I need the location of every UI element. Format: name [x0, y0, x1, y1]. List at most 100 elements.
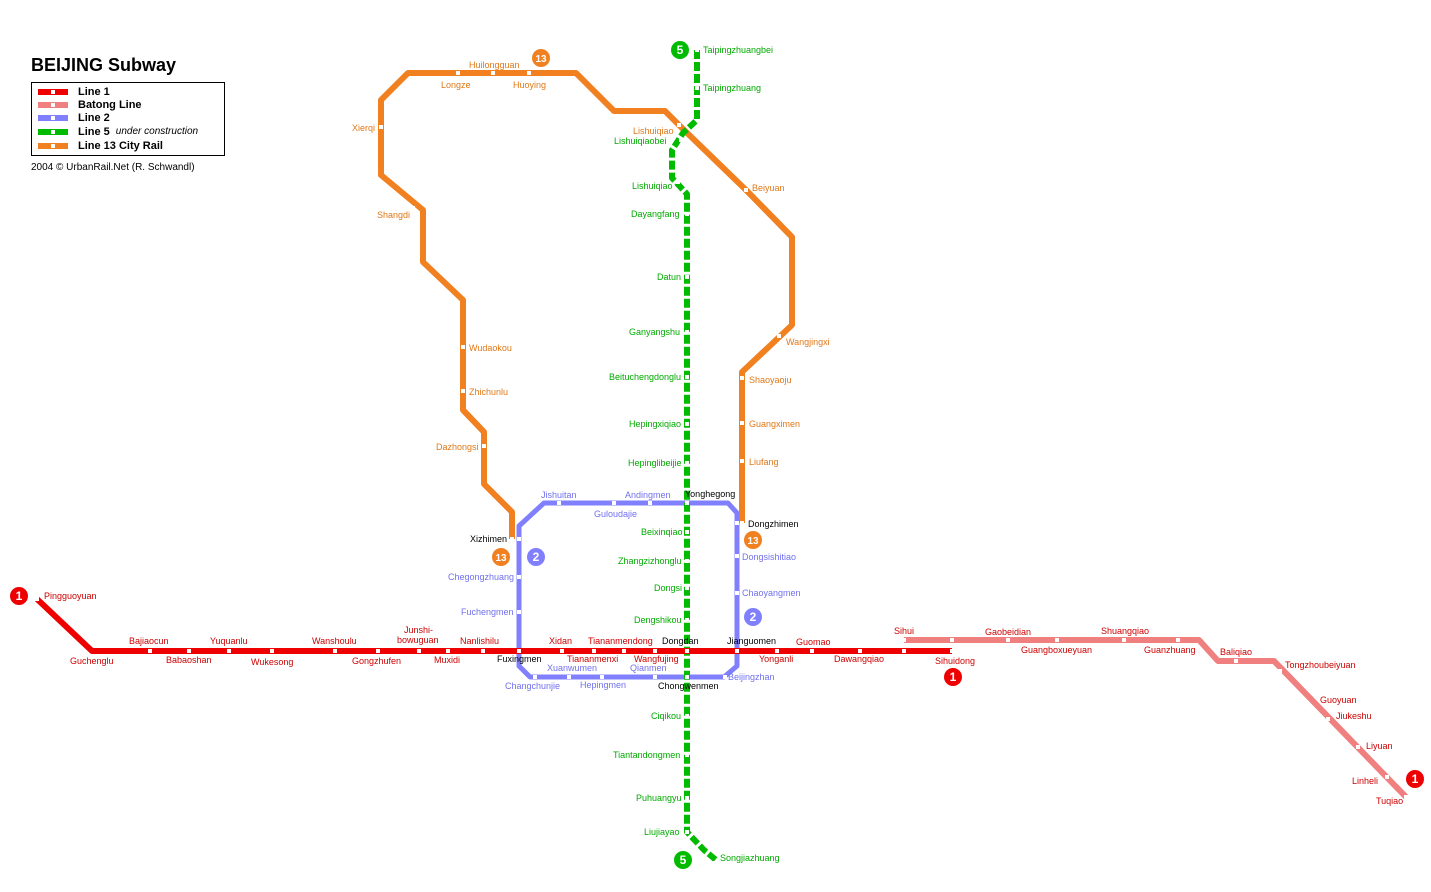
station-label: Shangdi	[377, 210, 410, 220]
station-marker	[685, 375, 689, 379]
station-marker	[777, 334, 781, 338]
station-marker	[685, 422, 689, 426]
station-marker	[533, 675, 537, 679]
station-marker	[1326, 717, 1330, 721]
station-marker	[685, 330, 689, 334]
station-label: Ciqikou	[651, 711, 681, 721]
station-label: Junshi-	[404, 625, 433, 635]
batong-labels: Sihui Gaobeidian Guangboxueyuan Shuangqi…	[894, 626, 1403, 806]
station-marker	[735, 554, 739, 558]
station-label: Lishuiqiaobei	[614, 136, 667, 146]
station-marker	[858, 649, 862, 653]
station-label: Tiananmendong	[588, 636, 653, 646]
legend-label: Line 1	[78, 85, 110, 98]
station-marker	[510, 537, 514, 541]
station-marker	[517, 649, 521, 653]
line13-badge-label: 13	[535, 54, 547, 65]
station-label: Shaoyaoju	[749, 375, 792, 385]
station-label: Longze	[441, 80, 471, 90]
batong-track	[904, 637, 1409, 800]
station-label: Baliqiao	[1220, 647, 1252, 657]
line2-labels: Jishuitan Guloudajie Andingmen Dongsishi…	[448, 490, 801, 691]
station-label: Jiukeshu	[1336, 711, 1372, 721]
line5-badge-label: 5	[680, 853, 687, 867]
line-badges: 1 1 1 2 2 5 5 13 13 13	[10, 41, 1424, 869]
station-label: Yonghegong	[685, 489, 735, 499]
station-label: Dengshikou	[634, 615, 682, 625]
station-label: Zhichunlu	[469, 387, 508, 397]
line13-badge-label: 13	[747, 536, 759, 547]
station-label: Xierqi	[352, 123, 375, 133]
station-marker	[685, 461, 689, 465]
station-label: Ganyangshu	[629, 327, 680, 337]
station-label: Xidan	[549, 636, 572, 646]
line5-badge	[674, 851, 692, 869]
station-marker	[723, 675, 727, 679]
station-label: Beixinqiao	[641, 527, 683, 537]
station-label: Chongwenmen	[658, 681, 719, 691]
line1-badge-label: 1	[950, 670, 957, 684]
legend-item-line1: Line 1	[38, 85, 110, 98]
line5-track	[669, 50, 718, 863]
station-label: Hepingmen	[580, 680, 626, 690]
station-label: Changchunjie	[505, 681, 560, 691]
line2-badge	[744, 608, 762, 626]
station-marker	[560, 649, 564, 653]
station-marker	[735, 649, 739, 653]
station-marker	[740, 521, 744, 525]
station-marker	[685, 753, 689, 757]
station-label: Hepingxiqiao	[629, 419, 681, 429]
station-label: Dawangqiao	[834, 654, 884, 664]
station-label: bowuguan	[397, 635, 439, 645]
legend-label: Batong Line	[78, 98, 142, 111]
station-label: Guanzhuang	[1144, 645, 1196, 655]
station-marker	[411, 206, 415, 210]
station-label: Wangfujing	[634, 654, 679, 664]
station-label: Babaoshan	[166, 655, 212, 665]
station-marker	[379, 125, 383, 129]
station-label: Guangximen	[749, 419, 800, 429]
station-marker	[527, 71, 531, 75]
line13-badge	[744, 531, 762, 549]
station-label: Yonganli	[759, 654, 793, 664]
station-label: Datun	[657, 272, 681, 282]
station-marker	[685, 675, 689, 679]
station-label: Dongsishitiao	[742, 552, 796, 562]
station-marker	[1176, 638, 1180, 642]
station-label: Liufang	[749, 457, 779, 467]
line13-labels: Huilongguan Longze Huoying Xierqi Shangd…	[352, 60, 830, 467]
batong-swatch	[38, 101, 68, 108]
station-label: Wukesong	[251, 657, 293, 667]
station-label: Dongzhimen	[748, 519, 799, 529]
station-label: Dayangfang	[631, 209, 680, 219]
station-label: Muxidi	[434, 655, 460, 665]
station-marker	[685, 530, 689, 534]
station-marker	[517, 575, 521, 579]
station-label: Dazhongsi	[436, 442, 479, 452]
station-marker	[685, 618, 689, 622]
station-marker	[902, 638, 906, 642]
station-label: Jishuitan	[541, 490, 577, 500]
station-marker	[1234, 659, 1238, 663]
line2-badge-label: 2	[533, 550, 540, 564]
line1-badge-label: 1	[16, 589, 23, 603]
station-marker	[446, 649, 450, 653]
station-marker	[740, 376, 744, 380]
station-marker	[676, 180, 680, 184]
station-marker	[600, 675, 604, 679]
line5-badge-label: 5	[677, 43, 684, 57]
station-label: Xuanwumen	[547, 663, 597, 673]
station-marker	[775, 649, 779, 653]
line1-badge-label: 1	[1412, 772, 1419, 786]
station-marker	[685, 830, 689, 834]
station-marker	[333, 649, 337, 653]
station-marker	[685, 559, 689, 563]
station-marker	[461, 389, 465, 393]
station-label: Wudaokou	[469, 343, 512, 353]
station-marker	[740, 421, 744, 425]
station-label: Xizhimen	[470, 534, 507, 544]
line13-swatch	[38, 142, 68, 149]
station-marker	[740, 459, 744, 463]
station-label: Liujiayao	[644, 827, 680, 837]
map-title: BEIJING Subway	[31, 55, 177, 75]
